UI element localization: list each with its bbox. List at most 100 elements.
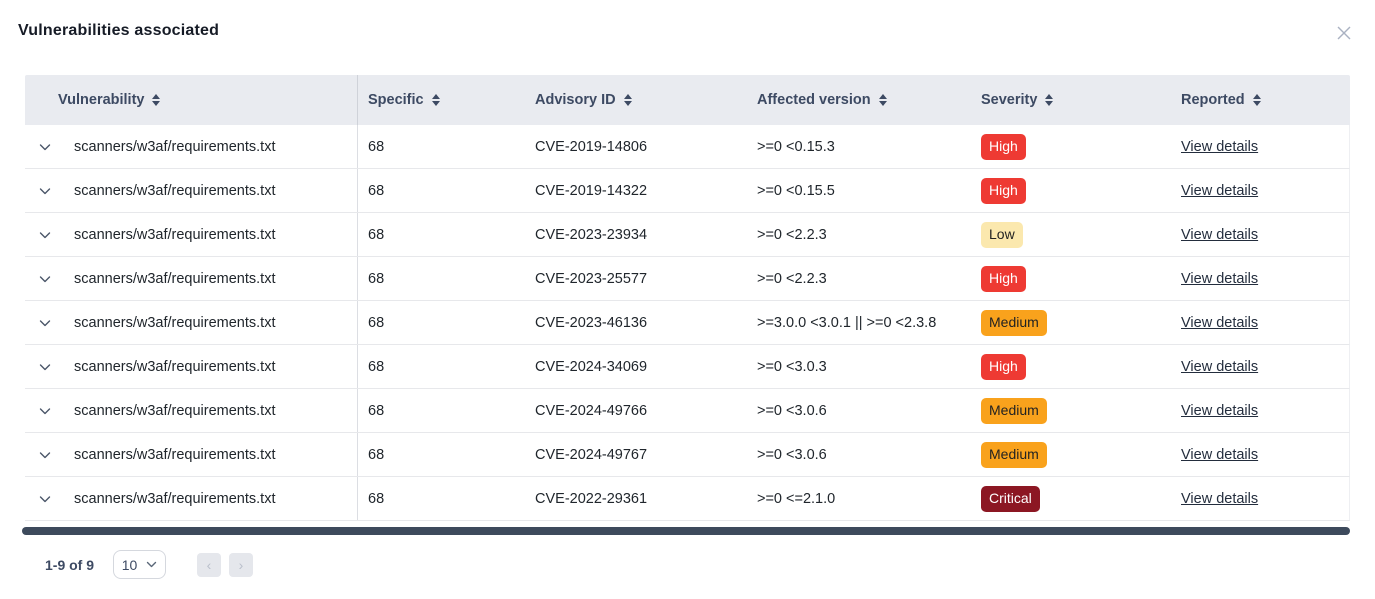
specific-value: 68 — [368, 138, 385, 155]
table-row: scanners/w3af/requirements.txt 68 CVE-20… — [25, 345, 1350, 389]
table-row: scanners/w3af/requirements.txt 68 CVE-20… — [25, 213, 1350, 257]
close-icon[interactable] — [1333, 22, 1355, 44]
vulnerability-path: scanners/w3af/requirements.txt — [74, 138, 276, 155]
vulnerability-path: scanners/w3af/requirements.txt — [74, 358, 276, 375]
chevron-down-icon[interactable] — [33, 311, 57, 335]
view-details-link[interactable]: View details — [1181, 358, 1259, 375]
table-row: scanners/w3af/requirements.txt 68 CVE-20… — [25, 169, 1350, 213]
specific-value: 68 — [368, 182, 385, 199]
view-details-link[interactable]: View details — [1181, 138, 1259, 155]
column-label: Specific — [368, 92, 424, 108]
affected-version-cell: >=0 <3.0.6 — [747, 389, 971, 432]
sort-icon[interactable] — [152, 94, 161, 106]
sort-icon[interactable] — [1252, 94, 1261, 106]
advisory-id-value: CVE-2023-46136 — [535, 314, 648, 331]
column-header-severity[interactable]: Severity — [971, 75, 1171, 125]
column-header-specific[interactable]: Specific — [358, 75, 525, 125]
next-page-button[interactable]: › — [229, 552, 254, 577]
affected-version-value: >=0 <3.0.6 — [757, 402, 827, 419]
sort-icon[interactable] — [623, 94, 632, 106]
reported-cell: View details — [1171, 389, 1350, 432]
page-size-value: 10 — [121, 556, 138, 573]
affected-version-value: >=0 <2.2.3 — [757, 270, 827, 287]
column-header-reported[interactable]: Reported — [1171, 75, 1350, 125]
severity-badge: Medium — [981, 397, 1047, 424]
chevron-down-icon[interactable] — [33, 267, 57, 291]
severity-badge: High — [981, 133, 1026, 160]
horizontal-scrollbar[interactable] — [22, 527, 1350, 535]
specific-cell: 68 — [358, 345, 525, 388]
column-header-affected-version[interactable]: Affected version — [747, 75, 971, 125]
sort-icon[interactable] — [878, 94, 887, 106]
reported-cell: View details — [1171, 477, 1350, 520]
view-details-link[interactable]: View details — [1181, 490, 1259, 507]
affected-version-value: >=0 <=2.1.0 — [757, 490, 836, 507]
specific-value: 68 — [368, 490, 385, 507]
view-details-link[interactable]: View details — [1181, 182, 1259, 199]
affected-version-value: >=0 <3.0.6 — [757, 446, 827, 463]
reported-cell: View details — [1171, 125, 1350, 168]
column-label: Vulnerability — [58, 92, 145, 108]
table-header-row: Vulnerability Specific Advisory ID Affec… — [25, 75, 1350, 125]
affected-version-cell: >=0 <3.0.3 — [747, 345, 971, 388]
vulnerability-path: scanners/w3af/requirements.txt — [74, 314, 276, 331]
vulnerability-cell: scanners/w3af/requirements.txt — [25, 389, 358, 432]
reported-cell: View details — [1171, 345, 1350, 388]
advisory-id-cell: CVE-2019-14322 — [525, 169, 747, 212]
chevron-down-icon[interactable] — [33, 223, 57, 247]
vulnerability-cell: scanners/w3af/requirements.txt — [25, 345, 358, 388]
vulnerability-path: scanners/w3af/requirements.txt — [74, 270, 276, 287]
affected-version-cell: >=0 <0.15.5 — [747, 169, 971, 212]
specific-value: 68 — [368, 446, 385, 463]
column-label: Reported — [1181, 92, 1245, 108]
affected-version-cell: >=0 <2.2.3 — [747, 257, 971, 300]
specific-cell: 68 — [358, 125, 525, 168]
vulnerability-path: scanners/w3af/requirements.txt — [74, 226, 276, 243]
sort-icon[interactable] — [1045, 94, 1054, 106]
specific-value: 68 — [368, 270, 385, 287]
severity-badge: High — [981, 177, 1026, 204]
view-details-link[interactable]: View details — [1181, 446, 1259, 463]
severity-badge: Low — [981, 221, 1023, 248]
vulnerability-path: scanners/w3af/requirements.txt — [74, 182, 276, 199]
chevron-down-icon[interactable] — [33, 443, 57, 467]
affected-version-value: >=3.0.0 <3.0.1 || >=0 <2.3.8 — [757, 314, 937, 331]
advisory-id-value: CVE-2023-23934 — [535, 226, 648, 243]
chevron-down-icon[interactable] — [33, 487, 57, 511]
advisory-id-value: CVE-2022-29361 — [535, 490, 648, 507]
advisory-id-cell: CVE-2024-49767 — [525, 433, 747, 476]
view-details-link[interactable]: View details — [1181, 314, 1259, 331]
advisory-id-value: CVE-2024-49766 — [535, 402, 648, 419]
affected-version-cell: >=0 <0.15.3 — [747, 125, 971, 168]
page-size-select[interactable]: 10 — [113, 550, 167, 579]
vulnerabilities-table: Vulnerability Specific Advisory ID Affec… — [25, 75, 1350, 521]
severity-badge: Medium — [981, 441, 1047, 468]
chevron-down-icon[interactable] — [33, 179, 57, 203]
vulnerability-path: scanners/w3af/requirements.txt — [74, 446, 276, 463]
specific-cell: 68 — [358, 433, 525, 476]
column-label: Affected version — [757, 92, 871, 108]
vulnerability-cell: scanners/w3af/requirements.txt — [25, 257, 358, 300]
view-details-link[interactable]: View details — [1181, 226, 1259, 243]
sort-icon[interactable] — [431, 94, 440, 106]
page-title: Vulnerabilities associated — [18, 22, 220, 39]
chevron-down-icon[interactable] — [33, 399, 57, 423]
chevron-down-icon[interactable] — [33, 355, 57, 379]
column-header-advisory-id[interactable]: Advisory ID — [525, 75, 747, 125]
specific-cell: 68 — [358, 169, 525, 212]
prev-page-button[interactable]: ‹ — [197, 552, 222, 577]
table-row: scanners/w3af/requirements.txt 68 CVE-20… — [25, 301, 1350, 345]
view-details-link[interactable]: View details — [1181, 270, 1259, 287]
chevron-down-icon[interactable] — [33, 135, 57, 159]
vulnerability-cell: scanners/w3af/requirements.txt — [25, 477, 358, 520]
column-header-vulnerability[interactable]: Vulnerability — [25, 75, 358, 125]
advisory-id-cell: CVE-2023-46136 — [525, 301, 747, 344]
specific-cell: 68 — [358, 257, 525, 300]
chevron-down-icon — [147, 561, 157, 568]
reported-cell: View details — [1171, 257, 1350, 300]
vulnerability-cell: scanners/w3af/requirements.txt — [25, 213, 358, 256]
view-details-link[interactable]: View details — [1181, 402, 1259, 419]
affected-version-cell: >=0 <3.0.6 — [747, 433, 971, 476]
advisory-id-value: CVE-2024-49767 — [535, 446, 648, 463]
reported-cell: View details — [1171, 433, 1350, 476]
